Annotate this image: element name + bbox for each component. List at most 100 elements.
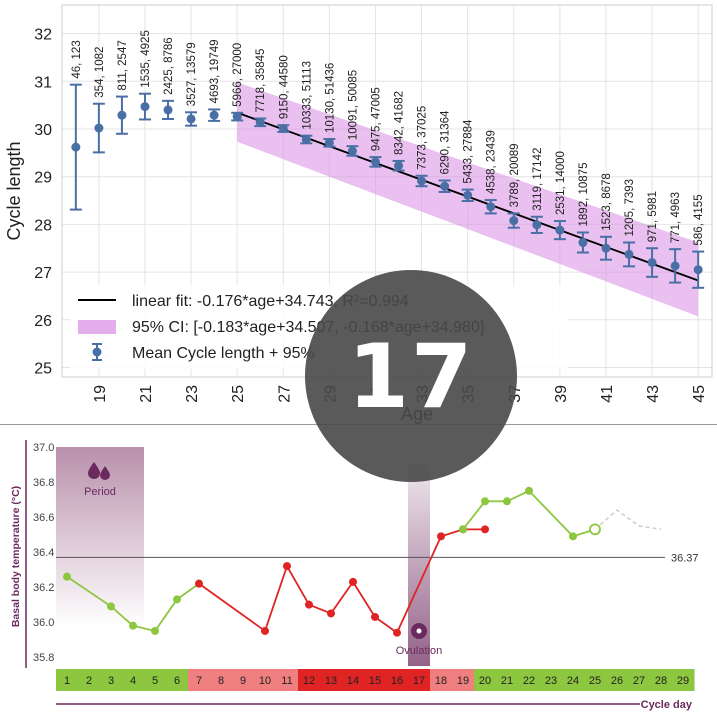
data-label: 1535, 4925 (140, 30, 152, 88)
day-label: 18 (435, 675, 447, 687)
data-label: 10091, 50085 (347, 70, 359, 140)
day-cell (78, 669, 101, 691)
legend: linear fit: -0.176*age+34.743, R²=0.9949… (70, 285, 568, 369)
day-label: 16 (391, 675, 403, 687)
ovulation-label: Ovulation (396, 645, 442, 657)
temperature-point (569, 532, 577, 541)
data-point (555, 225, 565, 235)
data-label: 7718, 35845 (255, 49, 267, 113)
data-point (163, 105, 173, 115)
data-label: 3527, 13579 (186, 42, 198, 106)
day-label: 6 (174, 675, 180, 687)
data-point (71, 142, 81, 152)
y-tick-label: 36.8 (33, 477, 54, 489)
temperature-point (261, 626, 269, 635)
data-label: 4538, 23439 (486, 130, 498, 194)
data-label: 46, 123 (71, 40, 83, 78)
data-point (370, 157, 380, 167)
temperature-line (66, 575, 200, 632)
day-label: 25 (589, 675, 601, 687)
data-point (601, 243, 611, 253)
data-point (578, 238, 588, 248)
day-label: 9 (240, 675, 246, 687)
day-cell (144, 669, 167, 691)
day-cell (518, 669, 541, 691)
day-label: 2 (86, 675, 92, 687)
y-tick-label: 25 (34, 360, 52, 377)
data-point (486, 202, 496, 212)
day-cell (56, 669, 79, 691)
day-cell (474, 669, 497, 691)
day-label: 21 (501, 675, 513, 687)
x-tick-label: 23 (184, 385, 201, 403)
y-tick-label: 28 (34, 217, 52, 234)
data-point (624, 249, 634, 259)
day-label: 28 (655, 675, 667, 687)
coverline-label: 36.37 (671, 552, 699, 564)
data-label: 8342, 41682 (394, 91, 406, 155)
data-label: 5966, 27000 (232, 43, 244, 107)
day-cell (562, 669, 585, 691)
day-label: 8 (218, 675, 224, 687)
data-point (232, 112, 242, 122)
temperature-point (459, 525, 467, 534)
data-point (301, 134, 311, 144)
current-day-point (589, 523, 601, 536)
day-cell (364, 669, 387, 691)
data-label: 4693, 19749 (209, 39, 221, 103)
temperature-point (481, 525, 489, 534)
day-cell (122, 669, 145, 691)
data-label: 354, 1082 (94, 47, 106, 98)
day-label: 13 (325, 675, 337, 687)
cycle-length-chart: 2526272829303132192123252729313335373941… (4, 4, 713, 424)
data-label: 6290, 31364 (440, 110, 452, 175)
data-point (693, 265, 703, 275)
x-tick-label: 25 (230, 385, 247, 403)
day-label: 15 (369, 675, 381, 687)
number-badge: 17 (305, 270, 517, 482)
temperature-point (481, 497, 489, 506)
x-tick-label: 39 (553, 385, 570, 403)
day-cell (386, 669, 409, 691)
data-label: 9150, 44580 (278, 55, 290, 119)
y-tick-label: 32 (34, 27, 52, 44)
temperature-point (305, 600, 313, 609)
legend-point-swatch (92, 347, 102, 357)
temperature-point (173, 595, 181, 604)
data-point (209, 110, 219, 120)
data-point (440, 181, 450, 191)
day-cell (100, 669, 123, 691)
data-label: 10130, 51436 (324, 63, 336, 133)
day-cell (496, 669, 519, 691)
data-point (463, 190, 473, 200)
y-axis-label: Cycle length (4, 141, 24, 240)
data-point (255, 117, 265, 127)
data-label: 3119, 17142 (532, 148, 544, 211)
day-label: 17 (413, 675, 425, 687)
x-tick-label: 21 (138, 385, 155, 403)
data-point (186, 114, 196, 124)
data-label: 7373, 37025 (417, 106, 429, 170)
temperature-point (525, 486, 533, 495)
ovulation-icon-dot (416, 628, 422, 634)
day-label: 20 (479, 675, 491, 687)
day-label: 14 (347, 675, 359, 687)
day-cell (320, 669, 343, 691)
day-cell (628, 669, 651, 691)
data-label: 9475, 47005 (370, 87, 382, 151)
data-label: 811, 2547 (117, 40, 129, 90)
temperature-point (327, 609, 335, 618)
y-tick-label: 36.4 (33, 547, 54, 559)
y-tick-label: 30 (34, 122, 52, 139)
temperature-point (437, 532, 445, 541)
day-cell (650, 669, 673, 691)
data-point (117, 110, 127, 120)
data-label: 1205, 7393 (624, 179, 636, 237)
y-tick-label: 36.6 (33, 512, 54, 524)
temperature-point (63, 572, 71, 581)
period-band (56, 447, 144, 627)
temperature-point (129, 621, 137, 630)
day-cell (672, 669, 695, 691)
y-tick-label: 36.2 (33, 582, 54, 594)
